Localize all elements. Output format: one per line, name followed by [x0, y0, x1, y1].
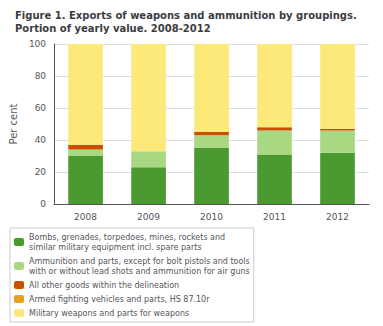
svg-text:Per cent: Per cent	[8, 103, 19, 144]
svg-text:100: 100	[29, 39, 46, 49]
svg-text:60: 60	[35, 103, 47, 113]
svg-text:2010: 2010	[200, 212, 223, 222]
svg-text:0: 0	[40, 199, 46, 209]
svg-text:Bombs, grenades, torpedoes, mi: Bombs, grenades, torpedoes, mines, rocke…	[29, 233, 225, 242]
svg-text:Figure 1. Exports of weapons a: Figure 1. Exports of weapons and ammunit…	[15, 10, 357, 21]
svg-text:Armed fighting vehicles and pa: Armed fighting vehicles and parts, HS 87…	[29, 295, 210, 304]
svg-text:80: 80	[35, 71, 47, 81]
svg-text:Portion of yearly value. 2008-: Portion of yearly value. 2008-2012	[15, 23, 211, 34]
svg-text:2011: 2011	[263, 212, 286, 222]
svg-text:Ammunition and parts, except f: Ammunition and parts, except for bolt pi…	[29, 257, 250, 266]
svg-text:20: 20	[35, 167, 47, 177]
svg-text:similar military equipment inc: similar military equipment incl. spare p…	[29, 243, 202, 252]
svg-text:Military weapons and parts for: Military weapons and parts for weapons	[29, 309, 189, 318]
svg-text:40: 40	[35, 135, 47, 145]
svg-text:2012: 2012	[326, 212, 349, 222]
svg-text:2009: 2009	[137, 212, 160, 222]
svg-text:with or without lead shots and: with or without lead shots and ammunitio…	[29, 267, 250, 276]
svg-text:All other goods within the del: All other goods within the delineation	[29, 281, 179, 290]
svg-text:2008: 2008	[74, 212, 97, 222]
